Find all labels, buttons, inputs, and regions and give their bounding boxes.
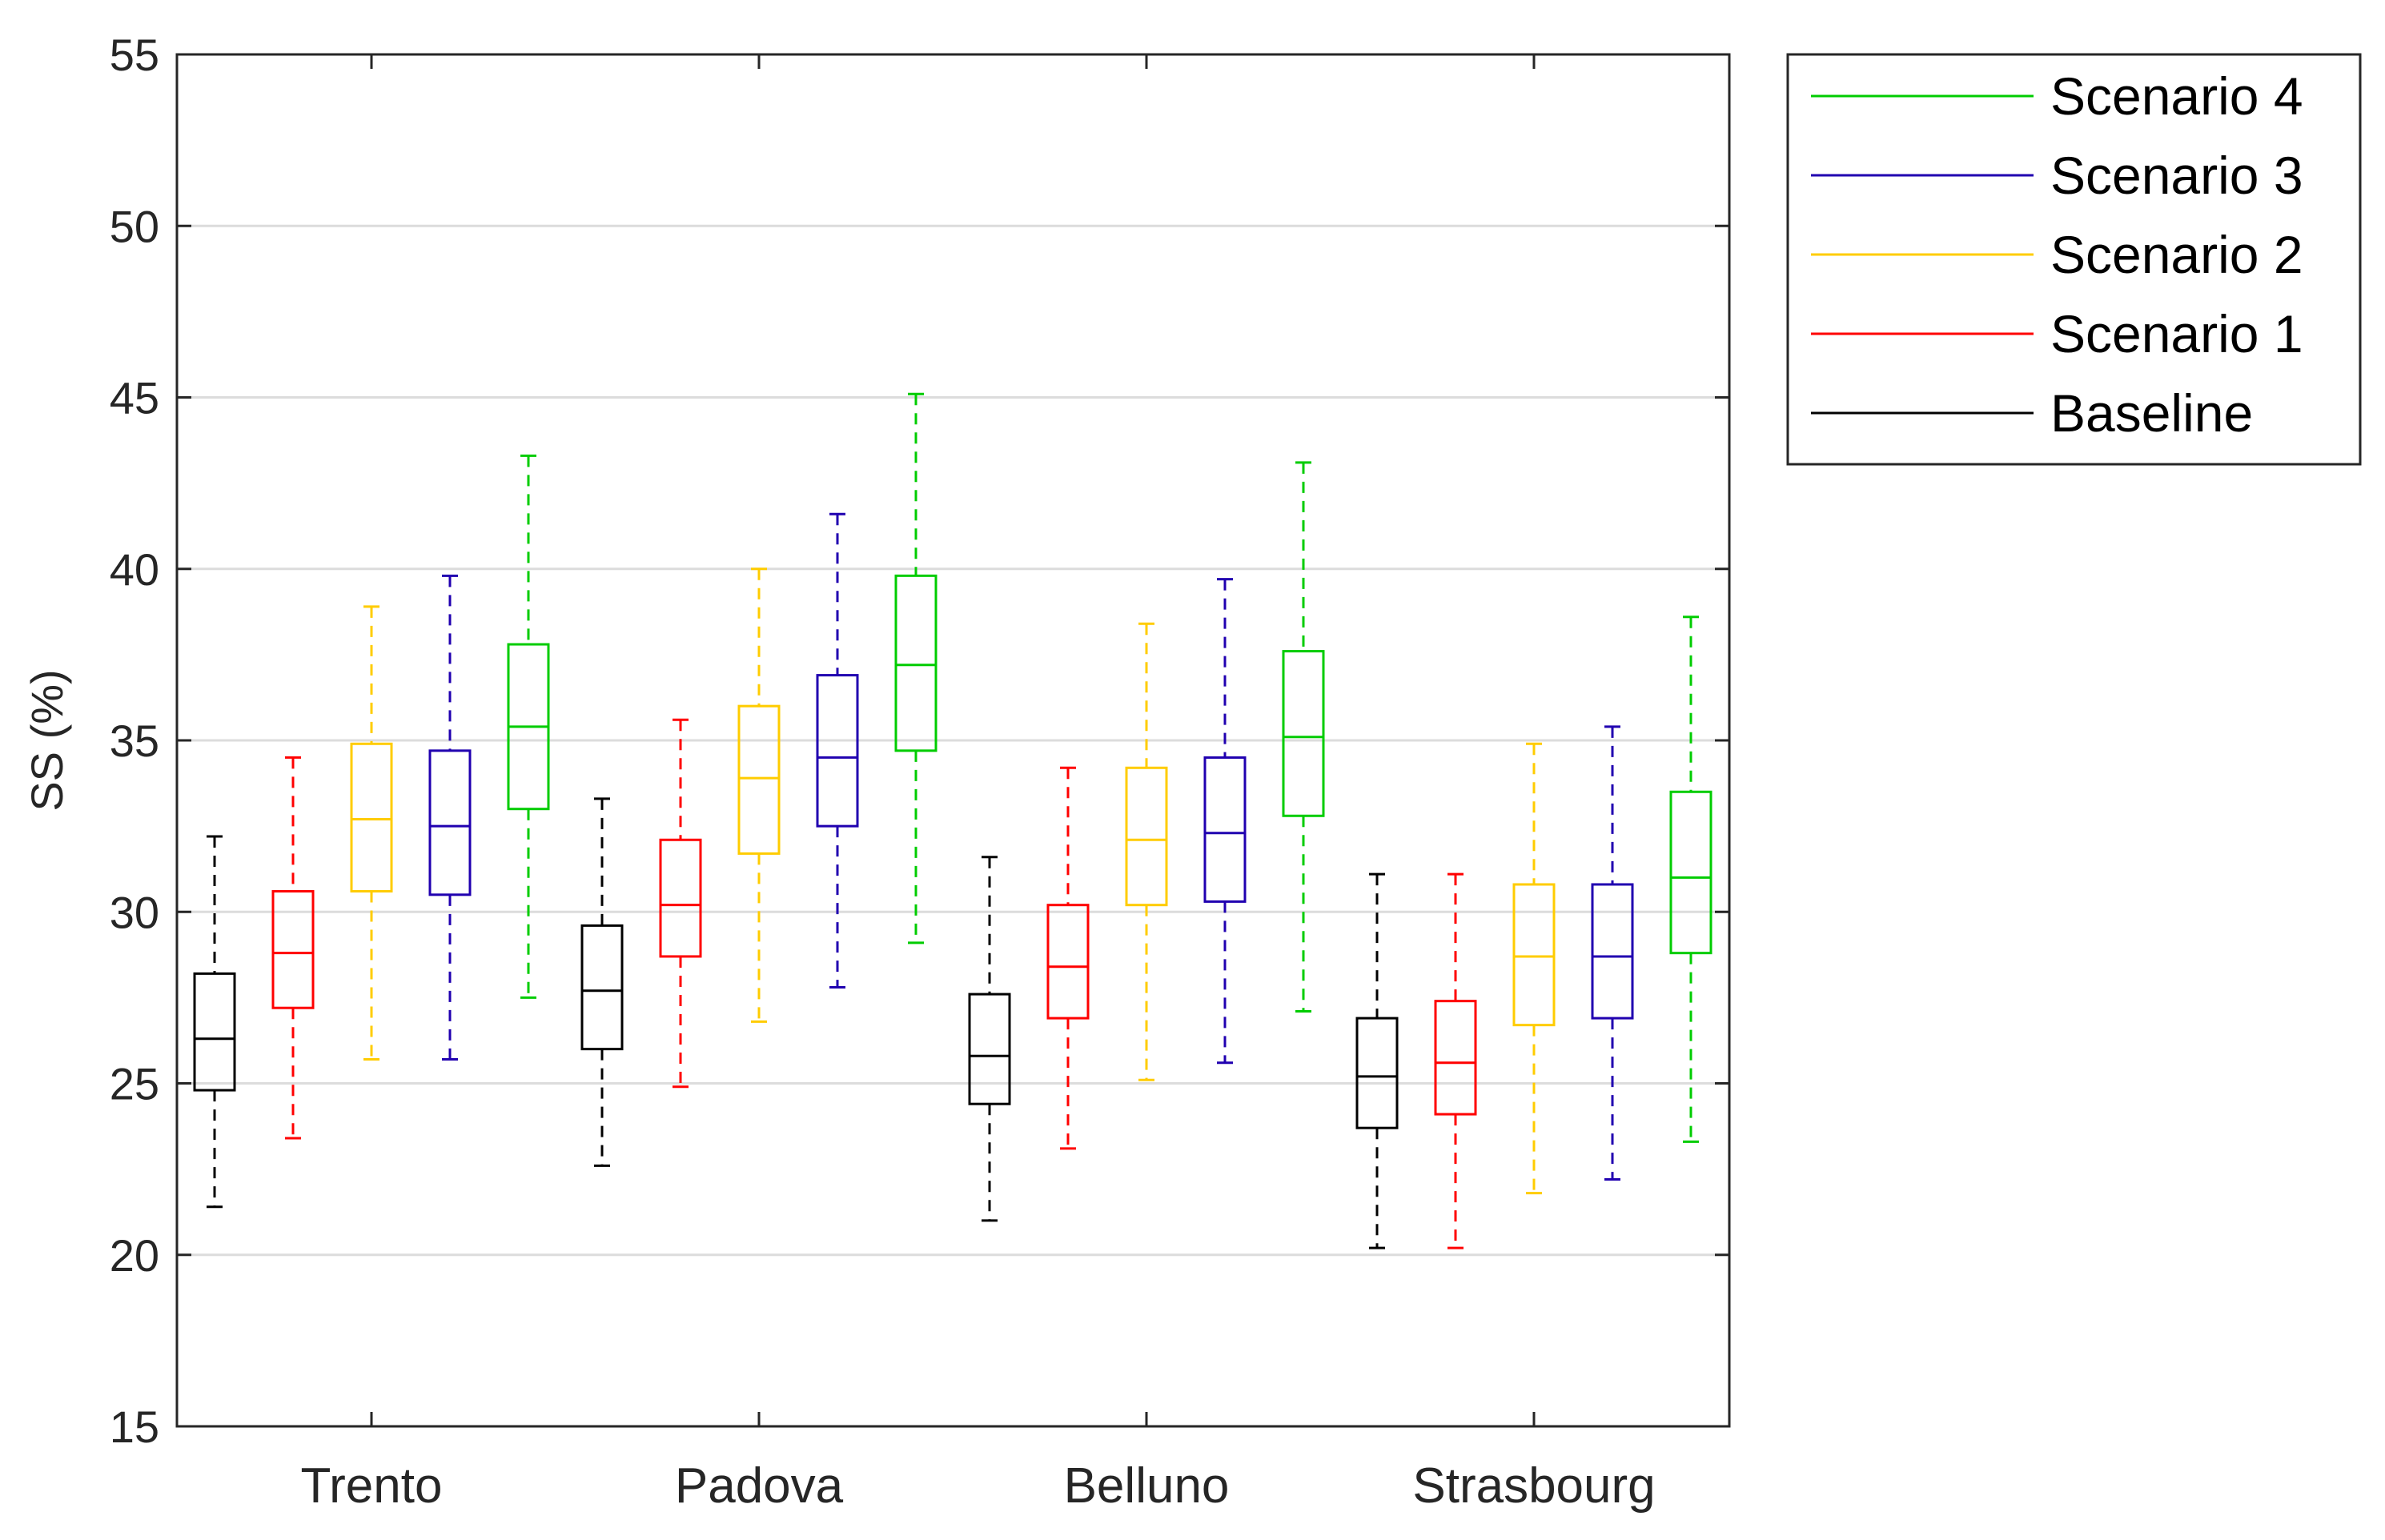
- box-iqr: [580, 924, 624, 1051]
- box-baseline: [968, 856, 1011, 1222]
- box-iqr: [350, 742, 393, 893]
- x-category-label: Belluno: [1064, 1458, 1230, 1514]
- y-tick-label: 35: [110, 716, 159, 766]
- box-scenario-3: [1203, 578, 1247, 1065]
- box-baseline: [193, 835, 236, 1209]
- box-iqr: [737, 704, 781, 855]
- box-iqr: [1434, 1000, 1477, 1116]
- box-iqr: [894, 574, 938, 752]
- legend-box: [1786, 53, 2362, 466]
- axis-ticks: 15 20 25 30 35 40 45 50 55 Trento Padova Belluno Str…: [110, 30, 1729, 1514]
- legend-label: Scenario 3: [2050, 146, 2303, 205]
- legend-entry: Baseline: [1811, 383, 2253, 443]
- box-iqr: [193, 972, 236, 1092]
- box-iqr: [968, 993, 1011, 1105]
- box-iqr: [1669, 790, 1712, 955]
- box-scenario-2: [1512, 742, 1556, 1195]
- box-iqr: [428, 749, 472, 896]
- y-tick-label: 30: [110, 887, 159, 937]
- box-iqr: [1125, 766, 1168, 907]
- legend-entry: Scenario 1: [1811, 304, 2303, 363]
- y-tick-label: 40: [110, 544, 159, 595]
- x-category-label: Strasbourg: [1412, 1458, 1655, 1514]
- box-iqr: [271, 890, 315, 1009]
- box-scenario-1: [1434, 872, 1477, 1249]
- box-scenario-4: [1669, 616, 1712, 1143]
- box-scenario-4: [894, 392, 938, 944]
- legend-label: Baseline: [2050, 383, 2253, 443]
- box-scenario-2: [350, 605, 393, 1061]
- legend: Scenario 4 Scenario 3 Scenario 2 Scenario 1…: [1786, 53, 2362, 466]
- x-category-label: Trento: [301, 1458, 443, 1514]
- box-iqr: [1355, 1017, 1399, 1129]
- legend-label: Scenario 1: [2050, 304, 2303, 363]
- box-iqr: [1282, 650, 1325, 817]
- box-scenario-2: [737, 567, 781, 1023]
- plot-area: [193, 392, 1712, 1249]
- y-tick-label: 15: [110, 1402, 159, 1452]
- y-tick-label: 25: [110, 1059, 159, 1109]
- box-iqr: [1512, 883, 1556, 1027]
- legend-entry: Scenario 3: [1811, 146, 2303, 205]
- y-tick-label: 55: [110, 30, 159, 80]
- y-tick-label: 50: [110, 201, 159, 251]
- box-scenario-4: [507, 454, 550, 999]
- box-iqr: [659, 838, 702, 958]
- box-scenario-1: [1046, 766, 1090, 1150]
- box-scenario-3: [816, 512, 859, 989]
- legend-label: Scenario 2: [2050, 225, 2303, 284]
- legend-label: Scenario 4: [2050, 66, 2303, 126]
- box-scenario-2: [1125, 622, 1168, 1081]
- box-iqr: [1203, 756, 1247, 903]
- box-scenario-3: [428, 574, 472, 1061]
- box-scenario-1: [659, 718, 702, 1089]
- legend-entry: Scenario 4: [1811, 66, 2303, 126]
- box-iqr: [1046, 904, 1090, 1020]
- box-scenario-3: [1591, 725, 1634, 1181]
- box-baseline: [1355, 872, 1399, 1249]
- box-scenario-4: [1282, 461, 1325, 1013]
- box-iqr: [1591, 883, 1634, 1020]
- y-axis-label: SS (%): [22, 669, 72, 811]
- y-tick-label: 20: [110, 1230, 159, 1281]
- box-scenario-1: [271, 756, 315, 1140]
- x-category-label: Padova: [675, 1458, 844, 1514]
- legend-entry: Scenario 2: [1811, 225, 2303, 284]
- y-tick-label: 45: [110, 373, 159, 423]
- box-iqr: [816, 674, 859, 828]
- box-baseline: [580, 797, 624, 1167]
- grid-lines: [177, 224, 1729, 1257]
